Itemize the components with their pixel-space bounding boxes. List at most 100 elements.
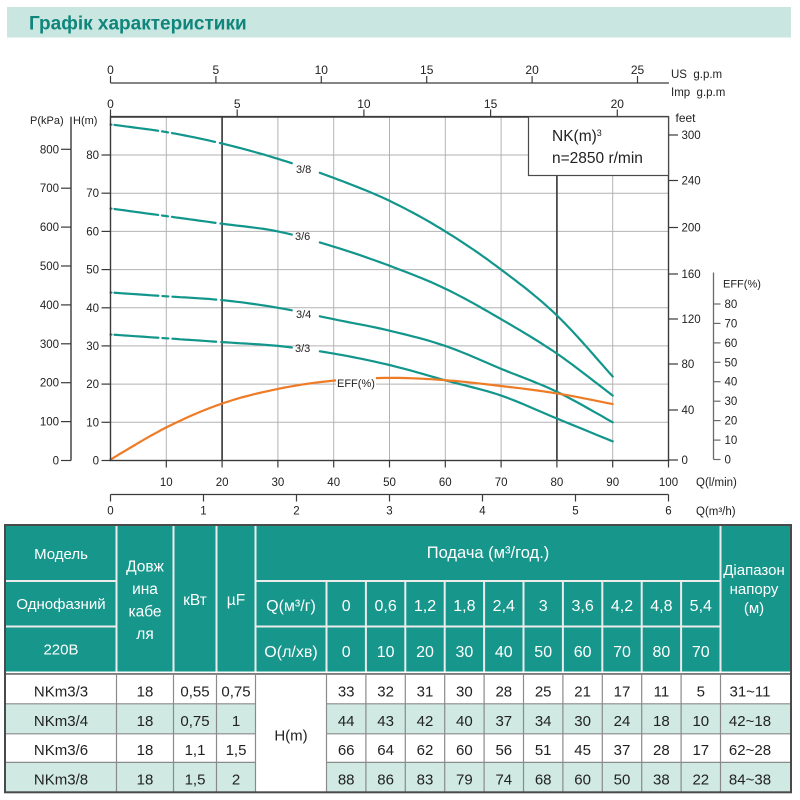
svg-text:30: 30: [86, 341, 99, 353]
svg-text:37: 37: [495, 713, 512, 730]
svg-text:4,2: 4,2: [611, 598, 633, 615]
svg-text:µF: µF: [227, 592, 245, 609]
svg-text:28: 28: [495, 683, 512, 700]
svg-text:30: 30: [725, 396, 738, 408]
svg-text:64: 64: [377, 742, 394, 759]
svg-text:300: 300: [682, 130, 701, 142]
svg-text:31: 31: [417, 683, 434, 700]
svg-text:28: 28: [653, 742, 670, 759]
svg-text:70: 70: [725, 318, 738, 330]
svg-text:кабе: кабе: [128, 604, 161, 621]
svg-text:10: 10: [160, 477, 173, 489]
svg-text:NKm3/4: NKm3/4: [34, 713, 88, 730]
svg-text:0,75: 0,75: [221, 683, 250, 700]
svg-text:84~38: 84~38: [729, 771, 771, 788]
svg-text:70: 70: [86, 188, 99, 200]
svg-text:Графік характеристики: Графік характеристики: [29, 14, 247, 35]
svg-text:25: 25: [535, 683, 552, 700]
svg-text:US g.p.m: US g.p.m: [671, 69, 722, 81]
svg-text:17: 17: [614, 683, 631, 700]
svg-text:H(m): H(m): [73, 115, 97, 127]
svg-text:0,75: 0,75: [180, 713, 209, 730]
svg-text:18: 18: [137, 742, 154, 759]
svg-text:11: 11: [654, 683, 670, 700]
svg-text:60: 60: [86, 226, 99, 238]
svg-text:21: 21: [574, 683, 591, 700]
svg-text:74: 74: [495, 771, 512, 788]
svg-text:Модель: Модель: [34, 546, 88, 563]
svg-text:44: 44: [338, 713, 355, 730]
svg-text:1,5: 1,5: [185, 771, 206, 788]
svg-text:H(m): H(m): [274, 728, 307, 745]
svg-text:4: 4: [479, 506, 486, 518]
svg-text:120: 120: [682, 314, 701, 326]
svg-text:200: 200: [682, 223, 701, 235]
svg-text:20: 20: [611, 97, 625, 111]
svg-text:Діапазон: Діапазон: [723, 562, 784, 579]
svg-text:Q(m³/h): Q(m³/h): [696, 506, 736, 518]
svg-text:800: 800: [40, 144, 59, 156]
svg-text:86: 86: [377, 771, 394, 788]
svg-text:25: 25: [631, 63, 645, 77]
svg-text:EFF(%): EFF(%): [723, 279, 761, 291]
svg-text:80: 80: [725, 299, 738, 311]
svg-text:1: 1: [232, 713, 240, 730]
svg-text:50: 50: [534, 644, 552, 661]
svg-text:3/3: 3/3: [295, 343, 310, 355]
svg-text:4,8: 4,8: [650, 598, 672, 615]
svg-text:50: 50: [383, 477, 396, 489]
svg-text:40: 40: [327, 477, 340, 489]
svg-text:(м): (м): [744, 600, 764, 617]
svg-text:1,2: 1,2: [414, 598, 436, 615]
svg-text:22: 22: [692, 771, 709, 788]
svg-text:38: 38: [653, 771, 670, 788]
svg-text:Довж: Довж: [126, 559, 164, 576]
svg-text:0: 0: [107, 506, 113, 518]
svg-text:40: 40: [86, 303, 99, 315]
svg-text:Подача (м³/год.): Подача (м³/год.): [427, 544, 550, 562]
svg-text:18: 18: [137, 771, 154, 788]
svg-text:43: 43: [377, 713, 394, 730]
svg-text:О(л/хв): О(л/хв): [264, 644, 317, 661]
svg-text:90: 90: [606, 477, 619, 489]
svg-text:60: 60: [574, 644, 592, 661]
svg-text:80: 80: [682, 359, 695, 371]
svg-text:40: 40: [725, 377, 738, 389]
svg-text:1,5: 1,5: [226, 742, 247, 759]
svg-text:10: 10: [86, 417, 99, 429]
svg-text:0: 0: [93, 456, 99, 468]
svg-text:37: 37: [614, 742, 631, 759]
svg-text:2: 2: [293, 506, 299, 518]
svg-text:68: 68: [535, 771, 552, 788]
svg-text:feet: feet: [676, 111, 697, 125]
svg-text:70: 70: [495, 477, 508, 489]
svg-text:15: 15: [484, 97, 498, 111]
svg-text:напору: напору: [730, 581, 779, 598]
svg-text:70: 70: [613, 644, 631, 661]
svg-text:50: 50: [614, 771, 631, 788]
svg-text:80: 80: [653, 644, 671, 661]
svg-text:20: 20: [725, 416, 738, 428]
svg-text:n=2850 r/min: n=2850 r/min: [552, 150, 643, 167]
svg-text:0: 0: [682, 455, 688, 467]
svg-text:18: 18: [137, 713, 154, 730]
svg-text:0: 0: [342, 598, 351, 615]
svg-text:Однофазний: Однофазний: [16, 596, 105, 613]
svg-text:20: 20: [416, 644, 434, 661]
svg-text:60: 60: [439, 477, 452, 489]
svg-text:500: 500: [40, 261, 59, 273]
svg-text:3/4: 3/4: [296, 309, 311, 321]
svg-text:кВт: кВт: [183, 592, 207, 609]
svg-text:Q(м³/г): Q(м³/г): [266, 598, 316, 615]
svg-text:40: 40: [456, 713, 473, 730]
svg-text:88: 88: [338, 771, 355, 788]
svg-text:400: 400: [40, 300, 59, 312]
svg-text:5: 5: [572, 506, 578, 518]
svg-text:3: 3: [386, 506, 392, 518]
svg-text:15: 15: [420, 63, 434, 77]
svg-text:0,55: 0,55: [180, 683, 209, 700]
svg-text:42: 42: [417, 713, 434, 730]
svg-text:P(kPa): P(kPa): [30, 115, 64, 127]
svg-text:40: 40: [495, 644, 513, 661]
svg-text:EFF(%): EFF(%): [337, 378, 375, 390]
